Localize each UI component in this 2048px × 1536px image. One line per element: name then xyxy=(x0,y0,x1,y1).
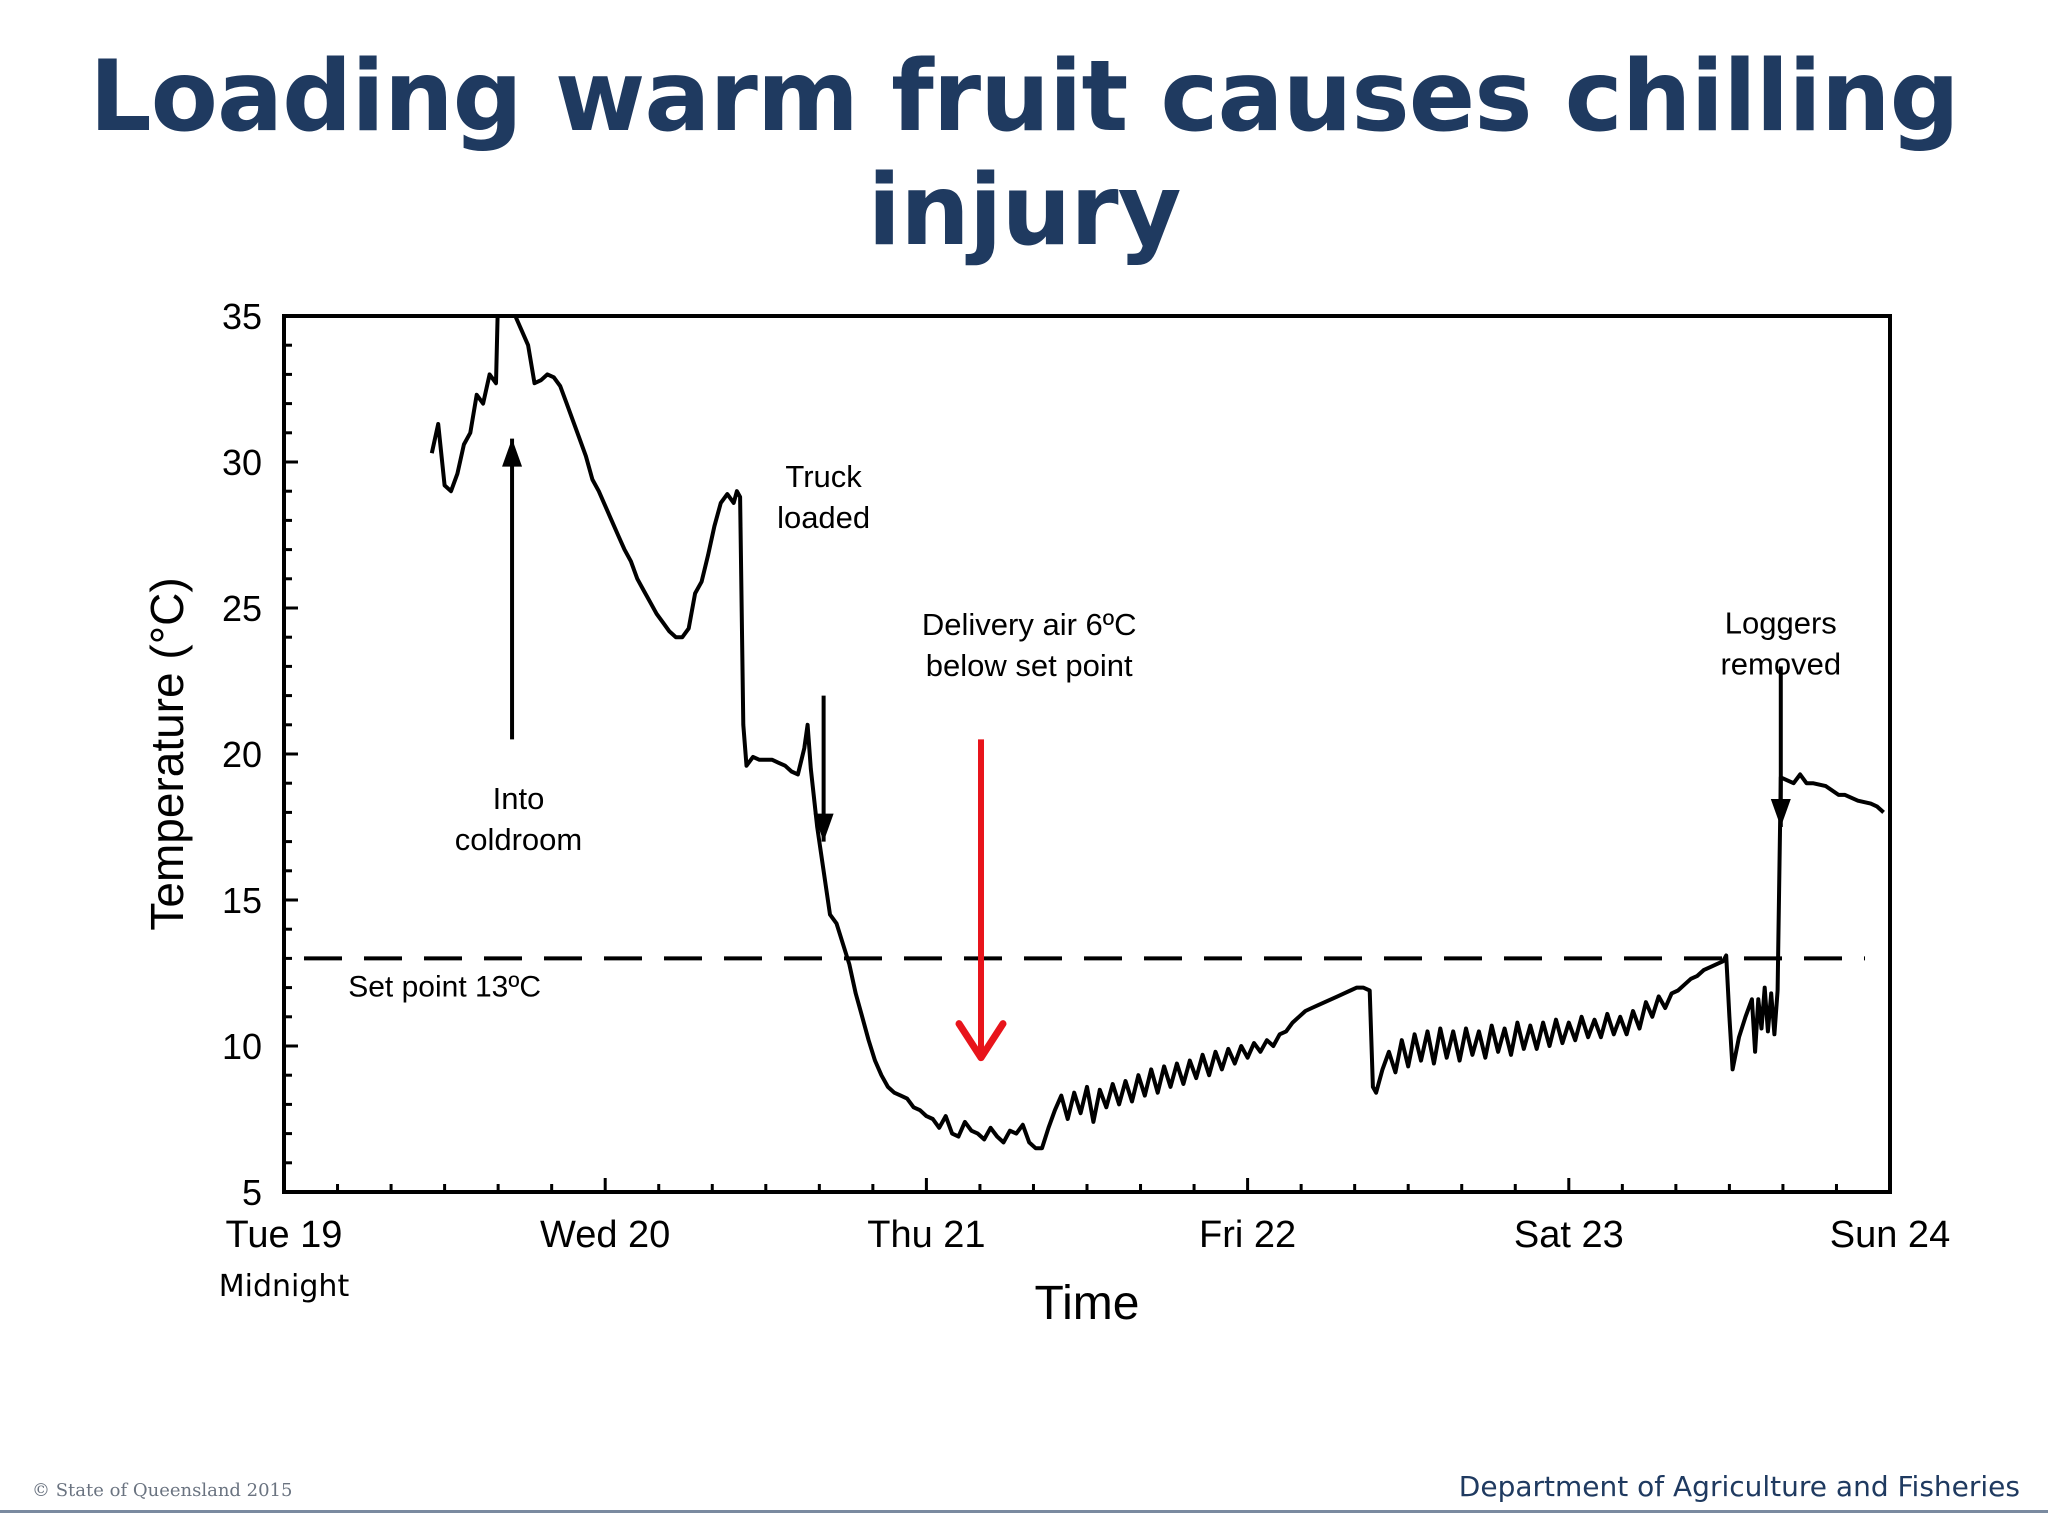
x-axis-label: Time xyxy=(1035,1277,1140,1330)
y-tick-label: 25 xyxy=(222,588,262,629)
annotation-arrow-head xyxy=(502,438,523,467)
annotation-arrow-head xyxy=(813,813,834,842)
y-tick-label: 15 xyxy=(222,880,262,921)
set-point-label: Set point 13ºC xyxy=(348,970,541,1003)
y-tick-label: 35 xyxy=(222,296,262,337)
x-tick-label: Fri 22 xyxy=(1199,1214,1296,1256)
x-tick-label: Sat 23 xyxy=(1514,1214,1624,1256)
copyright-notice: © State of Queensland 2015 xyxy=(32,1480,293,1501)
y-tick-label: 5 xyxy=(242,1172,262,1213)
x-tick-label: Wed 20 xyxy=(540,1214,670,1256)
temperature-series-line xyxy=(429,314,1885,1151)
x-tick-label: Thu 21 xyxy=(867,1214,985,1256)
annotation-label: Truck xyxy=(785,459,862,494)
annotation-label: below set point xyxy=(926,648,1133,683)
slide-title: Loading warm fruit causes chilling injur… xyxy=(89,40,1960,268)
annotation-label: Delivery air 6ºC xyxy=(922,607,1137,642)
plot-frame xyxy=(282,314,1892,1194)
x-tick-label: Tue 19 xyxy=(226,1214,343,1256)
department-name: Department of Agriculture and Fisheries xyxy=(1458,1470,2020,1503)
y-tick-label: 30 xyxy=(222,442,262,483)
chilling-arrow-head xyxy=(955,1020,1007,1062)
x-tick-sublabel: Midnight xyxy=(219,1269,350,1304)
y-axis-label: Temperature (°C) xyxy=(141,577,193,930)
annotation-label: Into xyxy=(493,781,545,816)
footer-rule xyxy=(0,1510,2048,1513)
annotation-label: coldroom xyxy=(455,822,583,857)
temperature-chart: 5 10 15 20 25 30 35 Tue 19 Midnight Wed 20 Thu 21 F… xyxy=(141,296,1950,1330)
annotation-label: Loggers xyxy=(1725,606,1837,641)
annotation-label: removed xyxy=(1720,647,1841,682)
y-tick-label: 20 xyxy=(222,734,262,775)
x-tick-label: Sun 24 xyxy=(1830,1214,1950,1256)
y-tick-label: 10 xyxy=(222,1026,262,1067)
annotation-label: loaded xyxy=(777,500,870,535)
annotation-arrow-head xyxy=(1770,799,1791,827)
